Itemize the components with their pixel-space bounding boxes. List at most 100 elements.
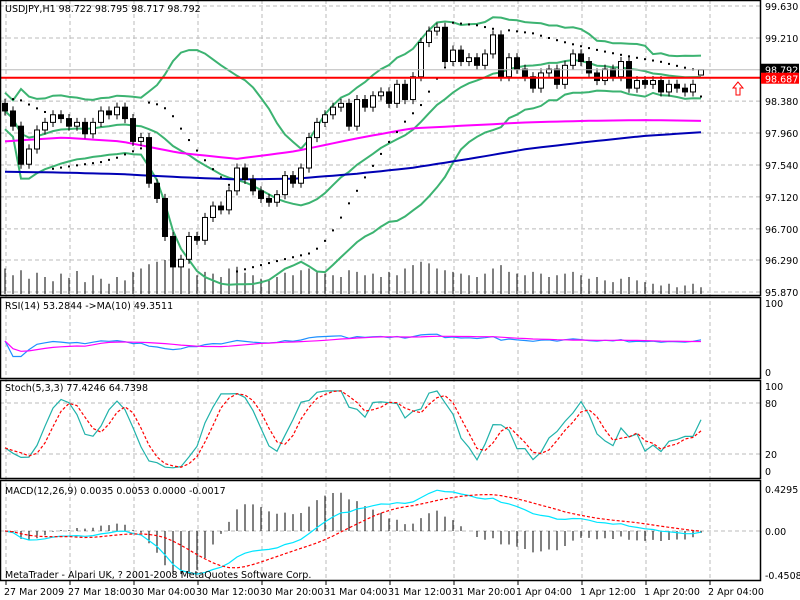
parabolic-sar-dot xyxy=(492,27,494,30)
parabolic-sar-dot xyxy=(364,176,366,179)
rsi-panel-border xyxy=(0,296,762,380)
parabolic-sar-dot xyxy=(28,103,30,106)
bear-candle xyxy=(170,235,176,268)
bull-candle xyxy=(650,80,656,85)
bear-candle xyxy=(130,118,136,142)
macd-tick-label: 0.4295 xyxy=(765,485,798,496)
parabolic-sar-dot xyxy=(324,239,326,242)
bull-candle xyxy=(562,64,568,85)
price-tick-label: 97.120 xyxy=(765,193,798,204)
parabolic-sar-dot xyxy=(540,34,542,37)
bear-candle xyxy=(458,49,464,63)
x-tick-label: 31 Mar 04:00 xyxy=(324,587,387,598)
parabolic-sar-dot xyxy=(116,156,118,159)
parabolic-sar-dot xyxy=(572,43,574,46)
parabolic-sar-dot xyxy=(484,26,486,29)
macd-panel[interactable] xyxy=(4,489,702,575)
x-tick-label: 30 Mar 04:00 xyxy=(132,587,195,598)
x-tick-label: 2 Apr 04:00 xyxy=(708,587,764,598)
bear-candle xyxy=(250,178,256,192)
parabolic-sar-dot xyxy=(604,50,606,53)
parabolic-sar-dot xyxy=(228,183,230,186)
bull-candle xyxy=(114,106,120,116)
parabolic-sar-dot xyxy=(52,167,54,170)
bear-candle xyxy=(266,197,272,203)
parabolic-sar-dot xyxy=(172,115,174,118)
parabolic-sar-dot xyxy=(396,131,398,134)
bear-candle xyxy=(586,61,592,74)
bull-candle xyxy=(394,83,400,104)
bear-candle xyxy=(146,137,152,184)
bull-candle xyxy=(202,216,208,241)
parabolic-sar-dot xyxy=(236,270,238,273)
parabolic-sar-dot xyxy=(380,152,382,155)
bull-candle xyxy=(178,258,184,268)
bull-candle xyxy=(482,53,488,66)
bull-candle xyxy=(306,137,312,169)
buy-arrow-icon xyxy=(731,81,745,96)
stochastic-tick-label: 80 xyxy=(765,399,777,410)
bull-candle xyxy=(354,99,360,127)
parabolic-sar-dot xyxy=(564,41,566,44)
bull-candle xyxy=(666,83,672,93)
rsi-tick-label: 100 xyxy=(765,299,783,310)
bull-candle xyxy=(226,190,232,211)
parabolic-sar-dot xyxy=(196,149,198,152)
bull-candle xyxy=(98,110,104,123)
bull-candle xyxy=(690,83,696,93)
bear-candle xyxy=(18,125,24,165)
parabolic-sar-dot xyxy=(124,153,126,156)
macd-signal-line xyxy=(4,493,702,569)
bear-candle xyxy=(58,114,64,120)
bull-candle xyxy=(602,68,608,82)
macd-main-line xyxy=(4,489,702,575)
price-panel[interactable] xyxy=(0,16,760,294)
bull-candle xyxy=(298,167,304,184)
parabolic-sar-dot xyxy=(108,158,110,161)
parabolic-sar-dot xyxy=(220,176,222,179)
parabolic-sar-dot xyxy=(60,166,62,169)
price-tick-label: 99.210 xyxy=(765,34,798,45)
parabolic-sar-dot xyxy=(84,163,86,166)
bull-candle xyxy=(138,137,144,142)
grid xyxy=(0,0,760,581)
bear-candle xyxy=(218,205,224,211)
bear-candle xyxy=(514,57,520,70)
parabolic-sar-dot xyxy=(460,22,462,25)
bear-candle xyxy=(682,87,688,93)
bear-candle xyxy=(290,175,296,184)
bull-candle xyxy=(538,72,544,89)
parabolic-sar-dot xyxy=(348,202,350,205)
bollinger-lower-band xyxy=(4,89,702,286)
bull-candle xyxy=(338,102,344,108)
parabolic-sar-dot xyxy=(180,127,182,130)
bull-candle xyxy=(274,194,280,203)
bull-candle xyxy=(466,57,472,63)
bull-candle xyxy=(434,26,440,32)
parabolic-sar-dot xyxy=(420,104,422,107)
bear-candle xyxy=(626,61,632,89)
bull-candle xyxy=(50,114,56,123)
bear-candle xyxy=(258,190,264,199)
moving-average-fast xyxy=(4,119,702,160)
parabolic-sar-dot xyxy=(276,260,278,263)
bull-candle xyxy=(618,61,624,78)
stochastic-panel[interactable] xyxy=(4,390,702,469)
price-tick-label: 95.870 xyxy=(765,288,798,299)
rsi-panel[interactable] xyxy=(4,333,702,358)
macd-tick-label: 0.00 xyxy=(765,527,786,538)
x-tick-label: 1 Apr 12:00 xyxy=(580,587,636,598)
macd-tick-label: -0.4508 xyxy=(765,571,800,582)
parabolic-sar-dot xyxy=(188,139,190,142)
bull-candle xyxy=(570,53,576,66)
parabolic-sar-dot xyxy=(68,165,70,168)
bull-candle xyxy=(546,68,552,74)
parabolic-sar-dot xyxy=(620,53,622,56)
bear-candle xyxy=(82,121,88,135)
parabolic-sar-dot xyxy=(532,32,534,35)
x-tick-label: 31 Mar 12:00 xyxy=(388,587,451,598)
bull-candle xyxy=(34,129,40,150)
x-tick-label: 30 Mar 20:00 xyxy=(260,587,323,598)
